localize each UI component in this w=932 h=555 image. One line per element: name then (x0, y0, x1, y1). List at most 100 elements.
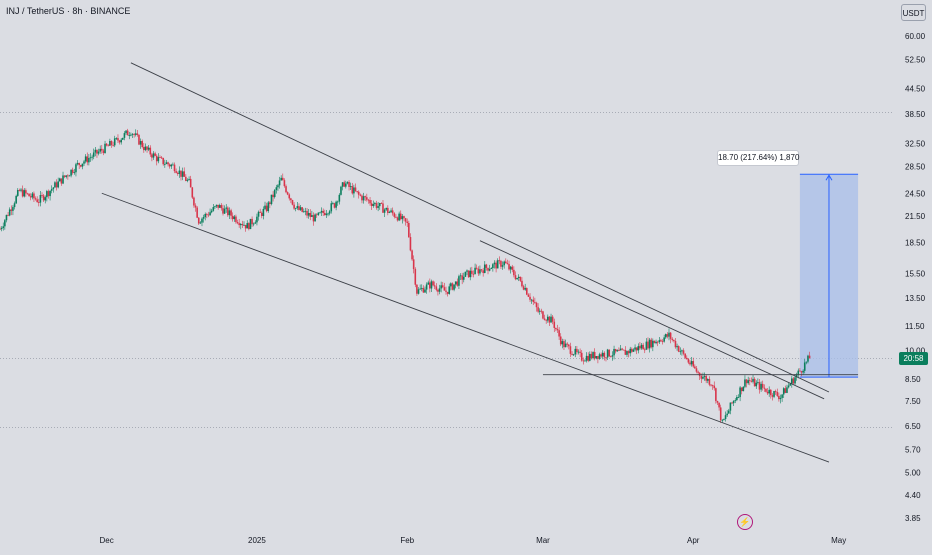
candle-body (718, 402, 720, 408)
candle (632, 348, 635, 353)
candle (799, 368, 801, 372)
candle (218, 203, 221, 208)
candle-body (0, 228, 1, 230)
candle-body (319, 212, 321, 214)
candle (802, 369, 804, 375)
candle-body (529, 296, 531, 300)
candle (624, 346, 627, 355)
candle-body (548, 316, 551, 323)
candle-body (734, 400, 737, 401)
time-tick-label: 2025 (248, 536, 266, 545)
candle (692, 357, 695, 368)
candle (298, 203, 300, 211)
candle (254, 220, 257, 224)
candle (537, 303, 539, 314)
channel-upper-line (130, 62, 830, 393)
candle-body (627, 351, 630, 354)
candle (67, 174, 69, 180)
candle-body (492, 264, 494, 269)
candle (514, 271, 517, 281)
candle-body (475, 267, 478, 269)
candle (459, 273, 462, 280)
candle (361, 194, 363, 204)
candle (408, 220, 410, 239)
candle-body (598, 354, 601, 359)
candle-body (154, 153, 156, 156)
measure-label: 18.70 (217.64%) 1,870 (717, 150, 799, 166)
candle-body (183, 171, 186, 177)
candle (669, 331, 672, 344)
candle (220, 203, 223, 211)
candle-body (566, 343, 568, 345)
candle-body (304, 210, 307, 212)
candle (183, 167, 186, 177)
candle-body (427, 282, 430, 285)
candle-body (399, 213, 402, 220)
candle (206, 212, 208, 219)
lightning-bolt-icon[interactable]: ⚡ (737, 514, 753, 530)
candle-body (320, 210, 323, 213)
candle (307, 209, 310, 219)
candle-body (126, 130, 129, 136)
candle (559, 333, 562, 347)
candle-body (67, 175, 69, 177)
candle (786, 384, 788, 394)
candle (629, 346, 632, 357)
candle-body (136, 133, 139, 135)
candle (652, 338, 654, 352)
candle (419, 284, 421, 290)
currency-button[interactable]: USDT (901, 4, 926, 21)
candle-body (559, 336, 562, 345)
candle-body (0, 228, 3, 229)
candle (335, 200, 337, 211)
candle (330, 200, 333, 214)
candle-body (496, 260, 499, 269)
candle (328, 209, 331, 216)
candle (155, 154, 158, 166)
candle (458, 274, 460, 289)
candle (37, 198, 40, 207)
candle-body (711, 385, 714, 386)
candle-body (766, 391, 769, 394)
candle (490, 267, 493, 270)
candle (324, 209, 326, 216)
candle (698, 372, 701, 381)
candle (464, 271, 467, 277)
candle-body (180, 170, 182, 177)
candle (296, 201, 299, 210)
candle-body (231, 215, 234, 220)
candle-body (396, 217, 399, 221)
candle-body (294, 208, 297, 209)
candle (353, 184, 355, 198)
last-price-badge: 20:58 (899, 352, 928, 365)
candle (265, 202, 268, 213)
candle (466, 269, 468, 276)
candle (726, 410, 728, 418)
candle (20, 187, 22, 193)
candle-body (110, 141, 113, 145)
candle (685, 355, 688, 360)
candle (181, 167, 184, 181)
candle (110, 140, 113, 148)
candle-body (585, 355, 588, 361)
candle (236, 219, 239, 225)
candle-body (445, 290, 447, 292)
candle-body (425, 284, 428, 290)
candle (538, 308, 541, 315)
candle (343, 180, 345, 188)
candle (41, 192, 43, 198)
candle-body (176, 172, 179, 174)
candle (716, 400, 719, 406)
candle-body (58, 178, 61, 182)
candle (660, 338, 662, 343)
candle (231, 212, 234, 222)
candle (278, 176, 281, 189)
candle (708, 376, 711, 387)
candle-body (264, 205, 266, 209)
candle (619, 344, 622, 351)
candle (81, 163, 84, 170)
candle-body (37, 202, 40, 203)
candle (341, 181, 344, 191)
